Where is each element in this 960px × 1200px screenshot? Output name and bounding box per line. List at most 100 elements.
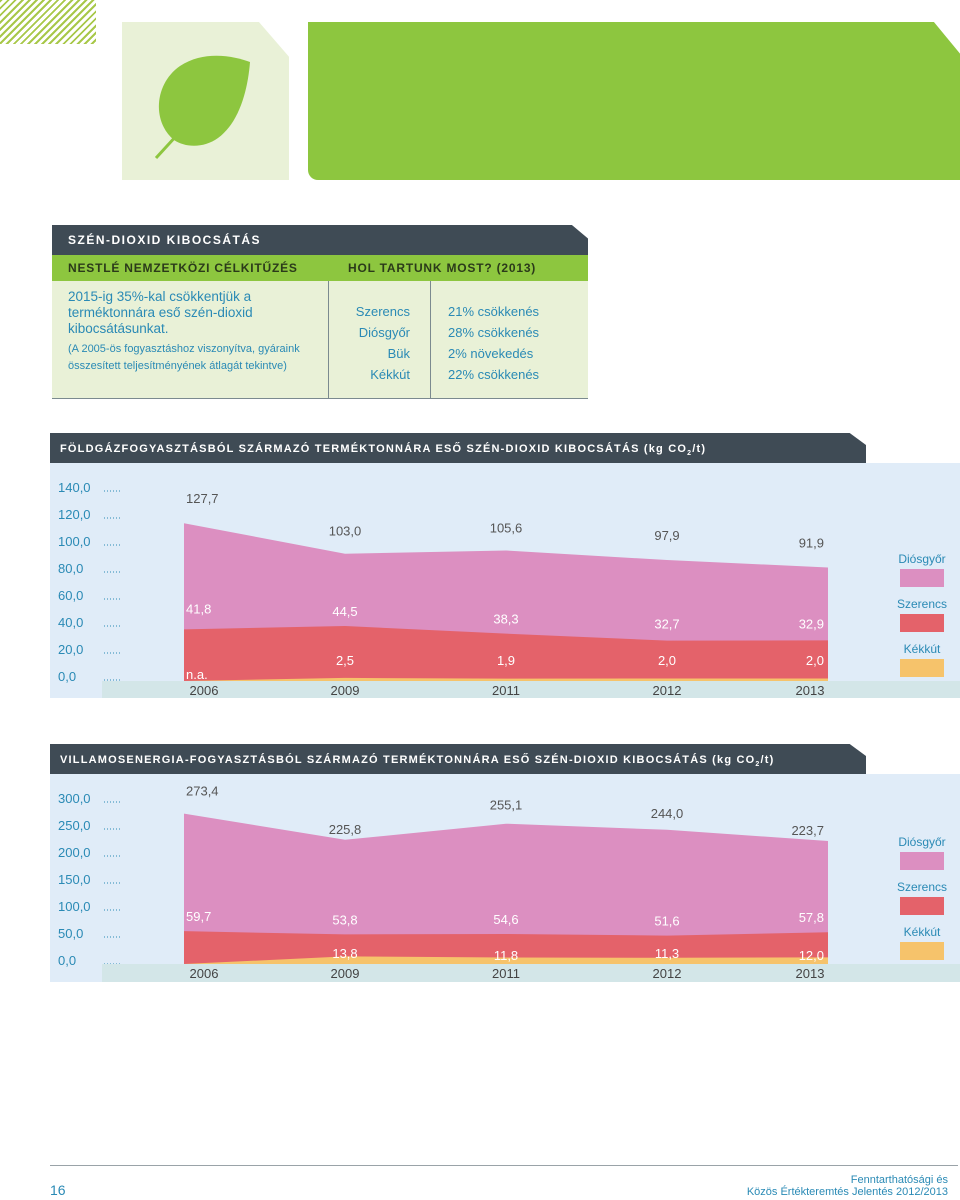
data-label: 223,7	[791, 823, 824, 838]
x-tick-label: 2013	[796, 966, 825, 981]
data-label: 38,3	[493, 612, 518, 627]
y-tick-label: 20,0	[58, 642, 83, 657]
status-column-header: HOL TARTUNK MOST? (2013)	[348, 261, 537, 275]
data-label: 91,9	[799, 535, 824, 550]
co2-table-body: 2015-ig 35%-kal csökkentjük a terméktonn…	[52, 281, 588, 399]
x-axis-band	[102, 964, 960, 982]
plant-name: Kékkút	[370, 367, 410, 382]
green-banner	[308, 22, 960, 180]
area-kékkút	[184, 677, 828, 681]
y-tick-label: 100,0	[58, 534, 91, 549]
area-kékkút	[184, 956, 828, 964]
data-label: n.a.	[186, 667, 208, 682]
x-tick-label: 2013	[796, 683, 825, 698]
x-tick-label: 2011	[492, 683, 520, 698]
data-label: 57,8	[799, 910, 824, 925]
y-tick-label: 140,0	[58, 480, 91, 495]
data-label: 103,0	[329, 524, 362, 539]
plant-list: Szerencs Diósgyőr Bük Kékkút	[332, 301, 410, 385]
y-tick-label: 200,0	[58, 845, 91, 860]
data-label: 127,7	[186, 491, 219, 506]
footer-divider	[50, 1165, 958, 1166]
co2-table-subheader: NESTLÉ NEMZETKÖZI CÉLKITŰZÉS HOL TARTUNK…	[52, 255, 588, 281]
y-tick-label: 300,0	[58, 791, 91, 806]
y-tick-label: 120,0	[58, 507, 91, 522]
electricity-chart-title: VILLAMOSENERGIA-FOGYASZTÁSBÓL SZÁRMAZÓ T…	[50, 744, 866, 774]
legend-label: Szerencs	[897, 597, 947, 611]
plant-name: Diósgyőr	[358, 325, 410, 340]
footer-report-title: Fenntarthatósági és Közös Értékteremtés …	[746, 1174, 948, 1198]
y-tick-label: 60,0	[58, 588, 83, 603]
data-label: 54,6	[493, 912, 518, 927]
area-szerencs	[184, 931, 828, 964]
y-tick-label: 150,0	[58, 872, 91, 887]
goal-column-header: NESTLÉ NEMZETKÖZI CÉLKITŰZÉS	[68, 261, 298, 275]
data-label: 41,8	[186, 601, 211, 616]
area-szerencs	[184, 626, 828, 681]
legend-label: Diósgyőr	[898, 552, 945, 566]
y-tick-label: 50,0	[58, 926, 83, 941]
data-label: 255,1	[490, 798, 523, 813]
data-label: 2,5	[336, 653, 354, 668]
y-tick-label: 0,0	[58, 669, 76, 684]
data-label: 53,8	[332, 912, 357, 927]
data-label: 51,6	[654, 914, 679, 929]
data-label: 273,4	[186, 784, 219, 799]
data-label: 32,9	[799, 616, 824, 631]
x-tick-label: 2011	[492, 966, 520, 981]
data-label: 12,0	[799, 948, 824, 963]
x-tick-label: 2006	[190, 683, 219, 698]
leaf-card	[122, 22, 289, 180]
plant-change: 28% csökkenés	[448, 325, 540, 340]
plant-name: Szerencs	[355, 304, 410, 319]
x-tick-label: 2012	[653, 966, 682, 981]
legend-swatch	[900, 659, 944, 677]
co2-table-title: SZÉN-DIOXID KIBOCSÁTÁS	[52, 225, 588, 255]
data-label: 2,0	[658, 653, 676, 668]
page-number: 16	[50, 1182, 66, 1198]
gas-chart-panel: 140,0 120,0 100,0 80,0 60,0 40,0 20,0 0,0 127,7 1…	[50, 463, 960, 698]
legend-swatch	[900, 569, 944, 587]
data-label: 59,7	[186, 909, 211, 924]
data-label: 1,9	[497, 653, 515, 668]
leaf-icon	[154, 55, 250, 160]
data-label: 44,5	[332, 604, 357, 619]
y-tick-label: 0,0	[58, 953, 76, 968]
data-label: 2,0	[806, 653, 824, 668]
legend-label: Kékkút	[904, 642, 941, 656]
hatch-decoration	[0, 0, 96, 44]
plant-name: Bük	[387, 346, 410, 361]
data-label: 244,0	[651, 806, 684, 821]
x-tick-label: 2009	[331, 966, 360, 981]
y-tick-label: 250,0	[58, 818, 91, 833]
x-tick-label: 2009	[331, 683, 360, 698]
y-tick-label: 100,0	[58, 899, 91, 914]
goal-text: 2015-ig 35%-kal csökkentjük a terméktonn…	[68, 289, 253, 336]
data-label: 13,8	[332, 946, 357, 961]
plant-change: 21% csökkenés	[448, 304, 540, 319]
legend-swatch	[900, 897, 944, 915]
data-label: 11,8	[494, 948, 518, 963]
x-tick-label: 2006	[190, 966, 219, 981]
y-tick-label: 40,0	[58, 615, 83, 630]
goal-note: (A 2005-ös fogyasztáshoz viszonyítva, gy…	[68, 343, 300, 372]
gas-chart-title: FÖLDGÁZFOGYASZTÁSBÓL SZÁRMAZÓ TERMÉKTONN…	[50, 433, 866, 463]
data-label: 11,3	[655, 946, 679, 961]
x-axis-band	[102, 681, 960, 698]
legend-swatch	[900, 852, 944, 870]
legend-label: Szerencs	[897, 880, 947, 894]
legend-label: Diósgyőr	[898, 835, 945, 849]
x-tick-label: 2012	[653, 683, 682, 698]
data-label: 32,7	[654, 617, 679, 632]
legend-swatch	[900, 614, 944, 632]
area-diósgyőr	[184, 813, 828, 964]
data-label: 97,9	[654, 528, 679, 543]
plant-change: 2% növekedés	[448, 346, 534, 361]
gas-chart: 140,0 120,0 100,0 80,0 60,0 40,0 20,0 0,0 127,7 1…	[58, 480, 960, 698]
change-list: 21% csökkenés 28% csökkenés 2% növekedés…	[448, 301, 598, 385]
electricity-chart: 300,0 250,0 200,0 150,0 100,0 50,0 0,0 273,4 225…	[58, 784, 960, 982]
legend-swatch	[900, 942, 944, 960]
plant-change: 22% csökkenés	[448, 367, 540, 382]
data-label: 225,8	[329, 822, 362, 837]
data-label: 105,6	[490, 521, 523, 536]
